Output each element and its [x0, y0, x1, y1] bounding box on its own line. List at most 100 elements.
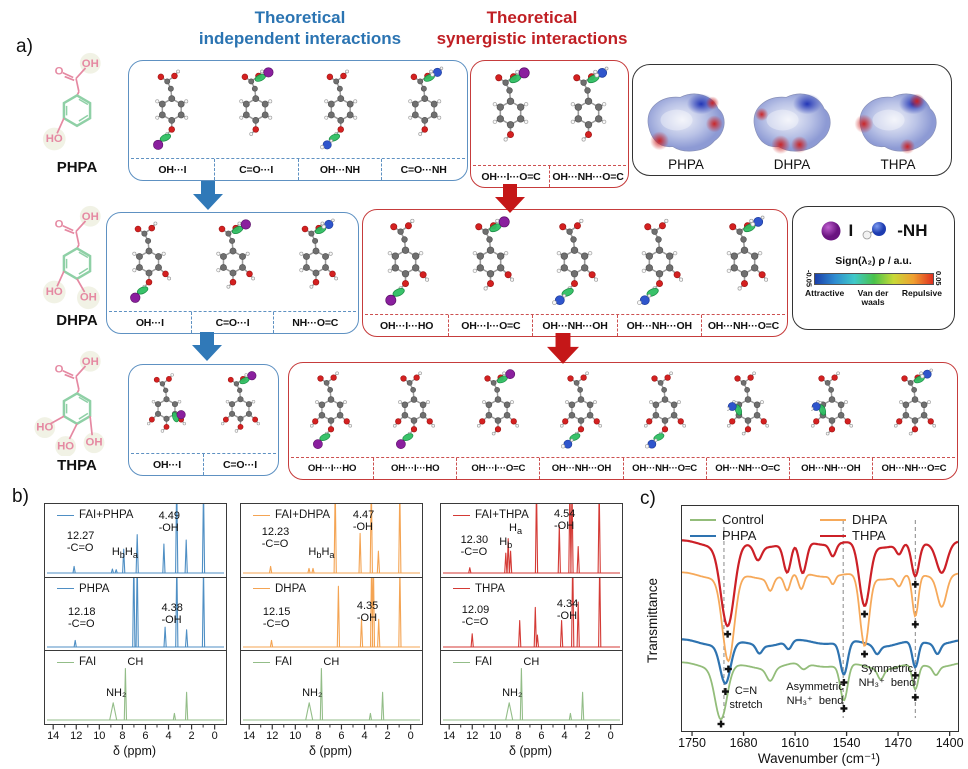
reactant-structure-phpa: OH O HO PHPA — [26, 50, 128, 176]
molecule-3d-icon — [221, 371, 261, 433]
annotation-line: -OH — [553, 520, 575, 533]
nmr-axis: 14 12 10 8 6 4 2 0 δ (ppm) — [44, 725, 225, 763]
legend-line-icon — [253, 661, 270, 663]
annotation-sub: Ha — [124, 546, 138, 561]
axis-tick-label: 1610 — [781, 736, 809, 750]
nmr-annotation: HbHa — [112, 546, 138, 560]
svg-text:HO: HO — [57, 440, 74, 452]
iodine-label: I — [848, 221, 854, 240]
axis-tick-label: 10 — [489, 730, 502, 743]
annotation-line: NH₃⁺ bend — [858, 676, 916, 689]
nmr-series-name: PHPA — [79, 582, 110, 595]
annotation-sub: Ha — [321, 546, 335, 561]
annotation-line: Asymmetric — [786, 681, 844, 693]
molecule-3d-icon — [560, 371, 603, 449]
nmr-legend: FAI — [57, 656, 96, 668]
structure-2d-icon: OH O HO — [42, 52, 101, 151]
synergistic-box-row1: OH···I···O=C OH···NH···O=C — [470, 60, 629, 188]
interaction-label: C=O···I — [213, 159, 298, 180]
axis-tick-label: 1400 — [935, 736, 964, 750]
scale-attractive: Attractive — [805, 288, 845, 299]
nmr-spectrum-icon — [243, 668, 420, 721]
interaction-label: OH···I — [153, 458, 181, 471]
nmr-annotation: 4.49 -OH — [159, 510, 180, 534]
reactant-name: PHPA — [56, 159, 98, 176]
structure-2d-icon: OH O HO HO OH — [34, 350, 105, 456]
molecule-3d-icon — [552, 218, 599, 306]
axis-tick-label: 4 — [165, 730, 172, 743]
molecule-3d-icon — [492, 67, 530, 142]
independent-box-row2: OH···I C=O···I NH···O=C — [106, 212, 359, 334]
svg-text:OH: OH — [82, 356, 99, 368]
annotation-line: -OH — [356, 611, 378, 624]
axis-tick-label: 0 — [211, 730, 218, 743]
nmr-series-name: FAI — [275, 656, 293, 669]
interaction-cell — [623, 363, 707, 457]
annotation-sub: Hb — [499, 536, 513, 551]
nmr-legend: FAI — [253, 656, 292, 668]
interaction-label: OH···I···HO — [373, 458, 456, 479]
esp-cell: DHPA — [739, 65, 845, 175]
nmr-annotation: NH₂ — [302, 687, 322, 699]
interaction-cells — [107, 213, 358, 311]
annotation-line: 4.38 — [161, 601, 183, 614]
panel-c-label: c) — [640, 488, 656, 509]
annotation-subscript: b — [119, 550, 125, 561]
nmr-annotation: CH — [127, 656, 143, 668]
ftir-curves-icon — [682, 520, 958, 728]
nmr-legend: FAI+THPA — [453, 509, 529, 521]
svg-text:O: O — [55, 219, 64, 231]
nmr-series-name: FAI+DHPA — [275, 509, 331, 521]
annotation-line: CH — [323, 656, 340, 669]
nci-isosurface-icon — [392, 288, 405, 297]
ftir-xaxis: 1750 1680 1610 1540 1470 1400 Wavenumber (cm⁻¹… — [678, 731, 964, 767]
annotation-subscript: a — [516, 526, 523, 537]
annotation-line: -OH — [556, 609, 578, 622]
reactant-name: THPA — [57, 457, 97, 474]
legend-line-icon — [820, 518, 846, 521]
axis-tick-label: 10 — [289, 730, 302, 743]
legend-atom-row: I -NH — [801, 213, 946, 249]
interaction-label: OH···NH···OH — [539, 458, 622, 479]
axis-ticks-icon — [448, 725, 612, 730]
interaction-cell — [107, 213, 191, 311]
axis-tick-label: 4 — [361, 730, 368, 743]
svg-text:HO: HO — [36, 421, 53, 433]
ftir-series-name: THPA — [852, 528, 886, 543]
nmr-spectrum-icon — [47, 668, 224, 721]
nmr-axis: 14 12 10 8 6 4 2 0 δ (ppm) — [440, 725, 621, 763]
annotation-line: -C=O — [261, 538, 289, 551]
legend-line-icon — [453, 661, 470, 663]
nci-isosurface-icon — [159, 133, 171, 142]
interaction-label: OH···NH···OH — [788, 458, 872, 479]
interaction-cell — [373, 363, 457, 457]
nci-colorbar-row: -0.05 0.05 — [801, 270, 946, 287]
header-synergistic-line2: synergistic interactions — [436, 29, 628, 49]
interaction-label: OH···I···O=C — [481, 170, 541, 183]
interaction-cells — [363, 210, 787, 314]
axis-tick-label: 10 — [93, 730, 106, 743]
molecule-3d-icon — [726, 215, 769, 291]
nmr-legend: DHPA — [253, 583, 306, 595]
panel-a-label: a) — [16, 36, 33, 57]
annotation-line: CH — [523, 656, 540, 669]
header-independent-interactions: Theoretical independent interactions — [148, 7, 452, 50]
axis-tick-label: 2 — [584, 730, 591, 743]
nmr-spectrum-icon — [443, 668, 620, 721]
axis-tick-label: 8 — [515, 730, 522, 743]
nmr-annotation: 12.30 -C=O — [461, 534, 489, 558]
interaction-cells — [289, 363, 957, 457]
header-synergistic-line1: Theoretical — [486, 8, 578, 27]
legend-line-icon — [453, 588, 470, 590]
nmr-series-name: FAI — [475, 656, 493, 669]
synergistic-box-row2: OH···I···HO OH···I···O=C OH···NH···OH OH···… — [362, 209, 788, 337]
annotation-line: -C=O — [262, 617, 290, 630]
molecule-3d-icon — [408, 66, 444, 136]
interaction-cell — [448, 210, 533, 314]
panel-b-label: b) — [12, 486, 29, 507]
nmr-legend: FAI — [453, 656, 492, 668]
axis-tick-label: 12 — [70, 730, 83, 743]
nmr-annotation: 4.34 -OH — [557, 598, 578, 622]
esp-label: THPA — [880, 157, 916, 172]
